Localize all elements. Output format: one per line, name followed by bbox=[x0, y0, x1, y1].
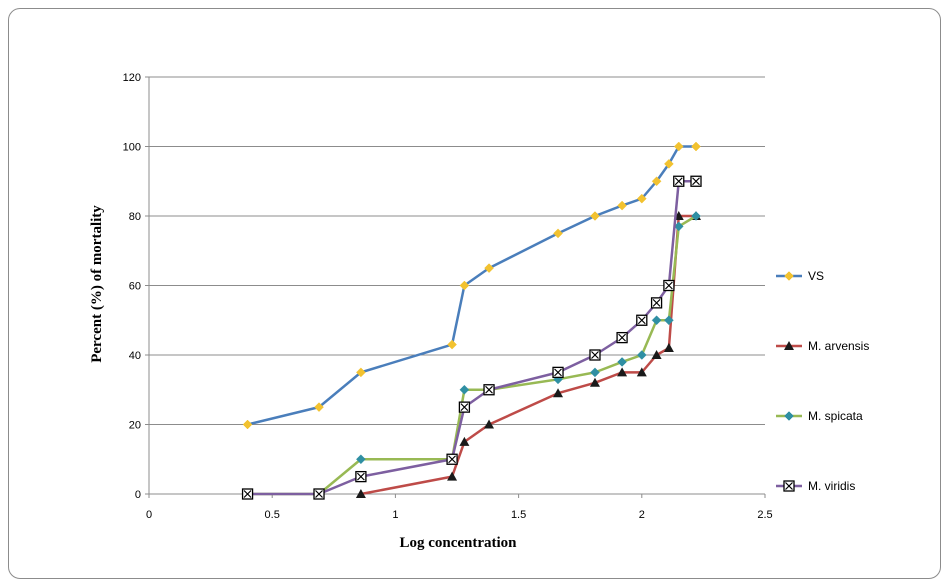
y-tick-label-0: 0 bbox=[135, 489, 141, 501]
y-tick-labels: 0 20 40 60 80 100 120 bbox=[123, 72, 141, 501]
point-vs-7 bbox=[590, 211, 600, 221]
point-m-spicata-13 bbox=[691, 211, 701, 221]
point-m-arvensis-5 bbox=[589, 377, 600, 387]
point-m-viridis-7 bbox=[589, 349, 601, 361]
point-m-viridis-6 bbox=[552, 366, 564, 379]
point-vs-2 bbox=[356, 367, 366, 378]
y-tick-label-40: 40 bbox=[129, 350, 141, 362]
point-m-viridis-11 bbox=[663, 279, 675, 292]
point-m-spicata-4 bbox=[459, 384, 470, 395]
point-vs-3 bbox=[447, 339, 457, 350]
point-m-arvensis-4 bbox=[553, 388, 564, 398]
axes bbox=[145, 76, 766, 498]
point-m-viridis-1 bbox=[313, 488, 325, 500]
series-vs bbox=[242, 141, 701, 430]
point-m-viridis-10 bbox=[650, 297, 663, 309]
legend-swatch-marker-vs bbox=[784, 271, 794, 281]
legend-label-m-spicata: M. spicata bbox=[808, 409, 863, 423]
series-m-arvensis bbox=[355, 211, 702, 498]
point-m-arvensis-8 bbox=[651, 350, 662, 359]
point-m-arvensis-1 bbox=[447, 471, 458, 481]
y-tick-label-80: 80 bbox=[129, 211, 141, 223]
legend-swatch-marker-m-spicata bbox=[784, 411, 794, 421]
legend-swatch-marker-m-arvensis bbox=[784, 341, 794, 350]
x-tick-label-2: 2 bbox=[639, 509, 645, 521]
legend-item-vs: VS bbox=[776, 269, 824, 283]
legend-label-m-viridis: M. viridis bbox=[808, 479, 855, 493]
series-line-m-arvensis bbox=[360, 214, 697, 496]
point-m-viridis-8 bbox=[616, 331, 628, 344]
point-m-viridis-5 bbox=[483, 384, 495, 396]
point-m-spicata-8 bbox=[617, 357, 627, 367]
point-vs-1 bbox=[314, 402, 324, 412]
point-m-arvensis-3 bbox=[484, 419, 495, 429]
series-line-vs bbox=[247, 145, 697, 426]
point-m-arvensis-9 bbox=[663, 343, 674, 353]
point-m-viridis-13 bbox=[690, 175, 702, 187]
x-tick-labels: 0 0.5 1 1.5 2 2.5 bbox=[146, 509, 773, 521]
x-tick-label-1: 1 bbox=[392, 509, 398, 521]
point-vs-10 bbox=[651, 176, 662, 187]
point-m-arvensis-2 bbox=[459, 436, 470, 446]
legend-item-m-spicata: M. spicata bbox=[776, 409, 863, 423]
legend-swatch-marker-m-viridis bbox=[783, 480, 795, 492]
series-line-m-viridis bbox=[247, 180, 697, 496]
point-vs-9 bbox=[636, 193, 647, 204]
y-tick-label-60: 60 bbox=[129, 281, 141, 293]
point-m-viridis-2 bbox=[355, 470, 367, 483]
point-m-arvensis-0 bbox=[355, 489, 366, 498]
point-vs-12 bbox=[673, 141, 684, 152]
point-m-spicata-9 bbox=[636, 350, 647, 360]
point-vs-13 bbox=[691, 141, 701, 152]
y-tick-label-100: 100 bbox=[123, 142, 141, 154]
point-m-spicata-2 bbox=[356, 454, 366, 465]
point-m-spicata-7 bbox=[590, 367, 600, 378]
legend-item-m-viridis: M. viridis bbox=[776, 479, 855, 493]
point-m-viridis-3 bbox=[446, 453, 458, 465]
y-tick-label-120: 120 bbox=[123, 72, 141, 84]
x-axis-title: Log concentration bbox=[399, 535, 517, 551]
point-m-viridis-9 bbox=[636, 314, 648, 326]
legend: VS M. arvensis M. spicata M. viridis bbox=[776, 269, 869, 493]
point-m-spicata-10 bbox=[651, 315, 662, 326]
point-vs-11 bbox=[664, 159, 674, 169]
point-vs-5 bbox=[484, 263, 494, 273]
point-m-viridis-4 bbox=[458, 401, 471, 413]
point-m-viridis-12 bbox=[673, 175, 685, 187]
point-vs-0 bbox=[242, 419, 253, 430]
legend-label-vs: VS bbox=[808, 269, 824, 283]
legend-label-m-arvensis: M. arvensis bbox=[808, 339, 869, 353]
x-tick-label-1.5: 1.5 bbox=[511, 509, 526, 521]
legend-item-m-arvensis: M. arvensis bbox=[776, 339, 869, 353]
x-tick-label-0: 0 bbox=[146, 509, 152, 521]
point-m-spicata-11 bbox=[664, 315, 674, 326]
point-m-arvensis-6 bbox=[617, 367, 628, 377]
series-m-viridis bbox=[241, 175, 702, 500]
point-m-viridis-0 bbox=[241, 488, 254, 500]
point-vs-8 bbox=[617, 200, 627, 211]
point-vs-4 bbox=[459, 280, 470, 291]
series-group bbox=[241, 141, 702, 500]
x-tick-label-0.5: 0.5 bbox=[265, 509, 280, 521]
y-axis-title: Percent (%) of mortality bbox=[89, 205, 105, 363]
y-tick-label-20: 20 bbox=[129, 420, 141, 432]
point-vs-6 bbox=[553, 228, 563, 239]
x-tick-label-2.5: 2.5 bbox=[757, 509, 772, 521]
point-m-arvensis-7 bbox=[636, 367, 647, 377]
